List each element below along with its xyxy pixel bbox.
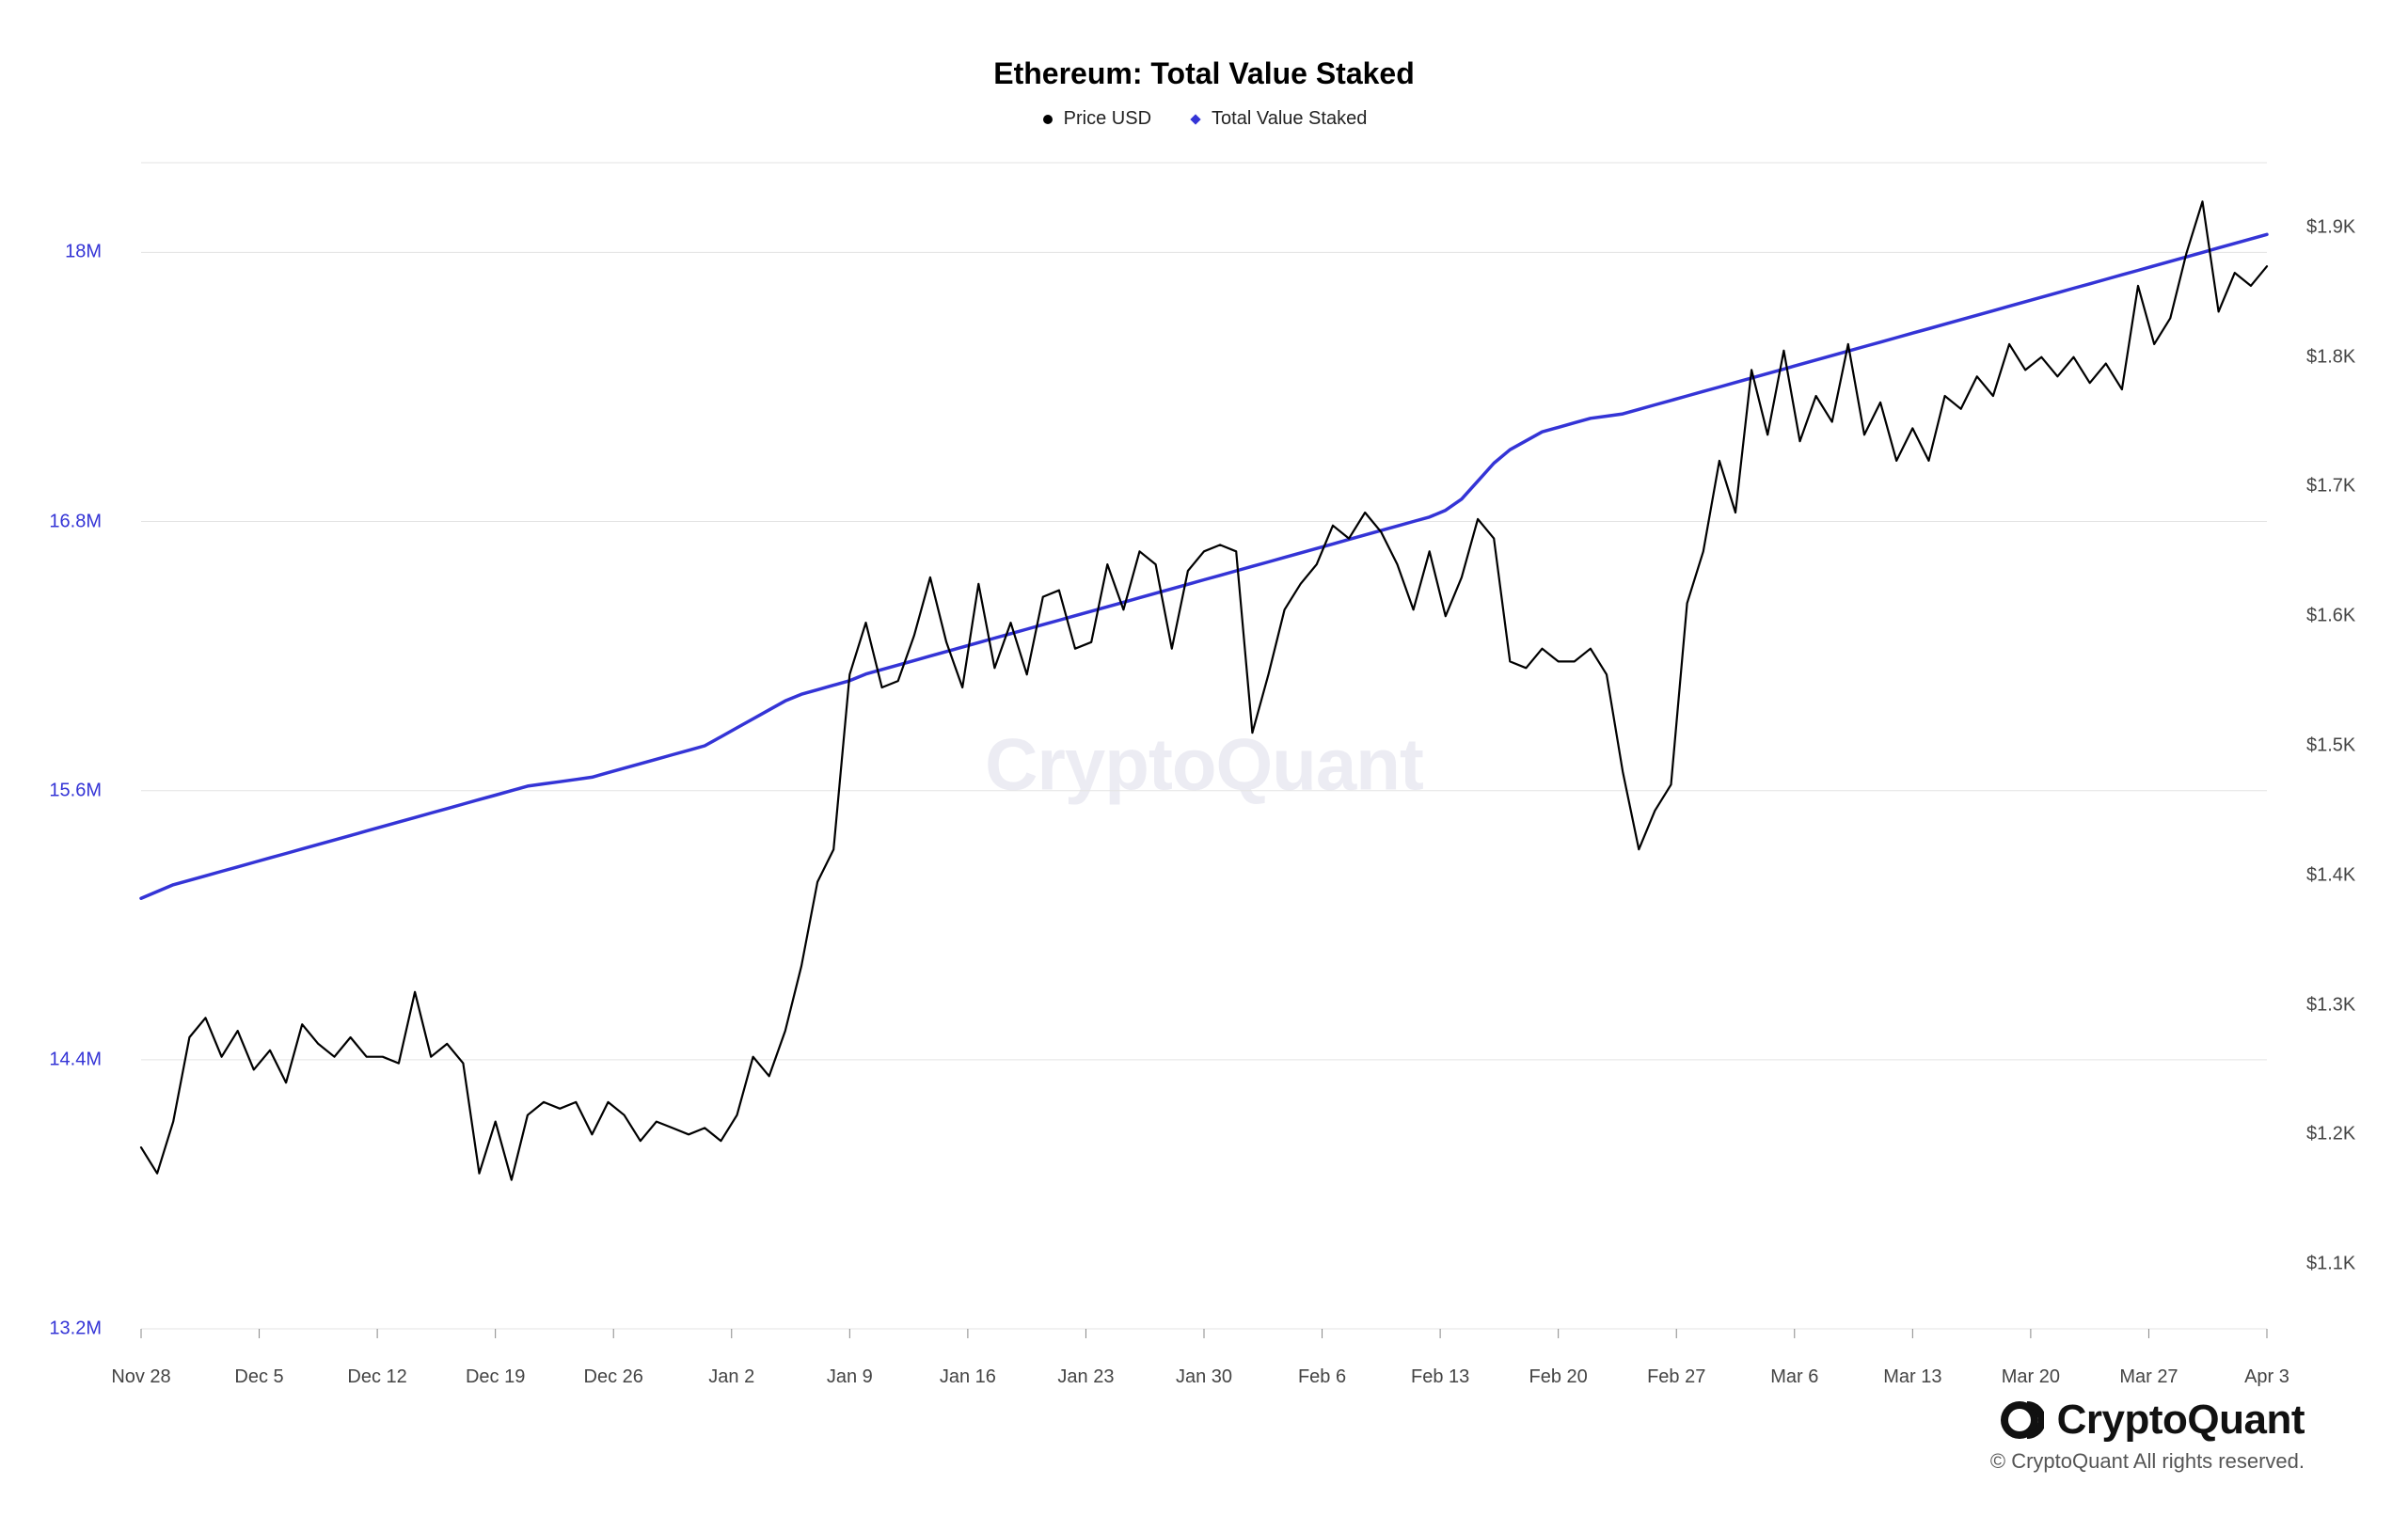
- x-tick-label: Jan 2: [708, 1366, 754, 1388]
- y-right-tick-label: $1.6K: [2306, 606, 2355, 627]
- y-right-tick-label: $1.9K: [2306, 216, 2355, 238]
- chart-container: Ethereum: Total Value Staked Price USD T…: [85, 56, 2323, 1401]
- x-tick-label: Jan 30: [1176, 1366, 1232, 1388]
- y-right-tick-label: $1.2K: [2306, 1124, 2355, 1145]
- x-tick-label: Dec 19: [466, 1366, 525, 1388]
- x-tick-label: Jan 16: [940, 1366, 996, 1388]
- y-right-tick-label: $1.4K: [2306, 864, 2355, 886]
- plot-area: CryptoQuant 13.2M14.4M15.6M16.8M18M$1.1K…: [85, 153, 2323, 1376]
- y-left-tick-label: 18M: [65, 242, 102, 263]
- x-tick-label: Dec 5: [234, 1366, 283, 1388]
- x-tick-label: Feb 13: [1411, 1366, 1469, 1388]
- y-left-tick-label: 14.4M: [49, 1049, 102, 1070]
- chart-svg: [85, 153, 2323, 1376]
- x-tick-label: Apr 3: [2244, 1366, 2289, 1388]
- x-tick-label: Mar 27: [2119, 1366, 2178, 1388]
- x-tick-label: Mar 6: [1770, 1366, 1818, 1388]
- legend-label: Total Value Staked: [1212, 108, 1367, 130]
- x-tick-label: Dec 26: [584, 1366, 643, 1388]
- x-tick-label: Dec 12: [347, 1366, 406, 1388]
- legend-item-price: Price USD: [1041, 108, 1151, 130]
- x-tick-label: Jan 9: [827, 1366, 873, 1388]
- footer: CryptoQuant © CryptoQuant All rights res…: [1990, 1397, 2305, 1474]
- y-right-tick-label: $1.1K: [2306, 1254, 2355, 1275]
- x-tick-label: Jan 23: [1057, 1366, 1114, 1388]
- x-tick-label: Feb 6: [1298, 1366, 1346, 1388]
- x-tick-label: Nov 28: [111, 1366, 170, 1388]
- chart-title: Ethereum: Total Value Staked: [85, 56, 2323, 91]
- x-tick-label: Mar 13: [1883, 1366, 1941, 1388]
- y-left-tick-label: 15.6M: [49, 780, 102, 801]
- y-right-tick-label: $1.3K: [2306, 994, 2355, 1016]
- y-left-tick-label: 16.8M: [49, 511, 102, 532]
- legend-label: Price USD: [1064, 108, 1151, 130]
- y-right-tick-label: $1.8K: [2306, 346, 2355, 368]
- x-tick-label: Feb 20: [1529, 1366, 1588, 1388]
- y-right-tick-label: $1.5K: [2306, 735, 2355, 757]
- brand-row: CryptoQuant: [1990, 1397, 2305, 1444]
- x-tick-label: Mar 20: [2002, 1366, 2060, 1388]
- legend-item-staked: Total Value Staked: [1189, 108, 1367, 130]
- diamond-marker-icon: [1189, 113, 1202, 126]
- circle-marker-icon: [1041, 113, 1054, 126]
- y-left-tick-label: 13.2M: [49, 1319, 102, 1340]
- copyright-text: © CryptoQuant All rights reserved.: [1990, 1449, 2305, 1474]
- y-right-tick-label: $1.7K: [2306, 476, 2355, 497]
- brand-name: CryptoQuant: [2057, 1397, 2305, 1444]
- brand-logo-icon: [1999, 1398, 2044, 1443]
- x-tick-label: Feb 27: [1647, 1366, 1705, 1388]
- chart-legend: Price USD Total Value Staked: [85, 108, 2323, 130]
